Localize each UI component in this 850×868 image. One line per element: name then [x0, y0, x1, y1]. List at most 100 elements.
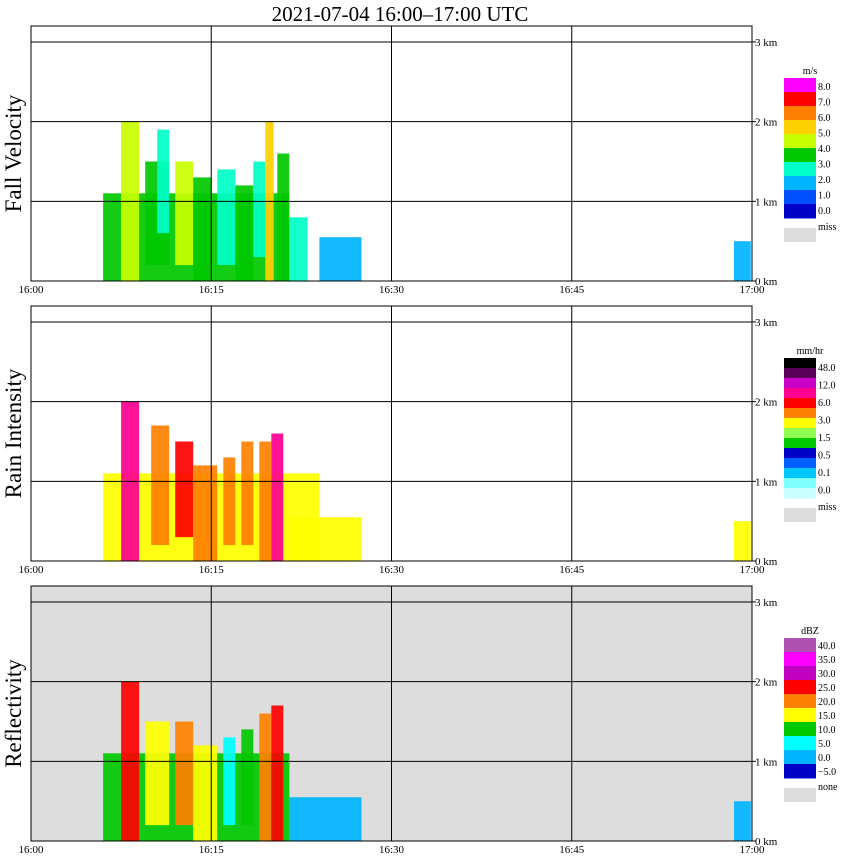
- x-tick-label: 16:00: [18, 284, 44, 296]
- colorbar-label: 0.0: [818, 206, 831, 217]
- colorbar-missing-label: miss: [818, 502, 836, 513]
- echo-cell: [145, 721, 170, 826]
- echo-cell: [193, 465, 218, 561]
- echo-cell: [253, 161, 266, 258]
- echo-cell: [734, 241, 751, 281]
- colorbar-swatch: [784, 764, 816, 779]
- y-tick-label: 0 km: [755, 276, 778, 288]
- colorbar-swatch: [784, 106, 816, 121]
- colorbar-swatch: [784, 92, 816, 107]
- colorbar: dBZ 40.0 35.0 30.0 25.0 20.0 15.0 10.0 5.0 0.0 −5.…: [784, 626, 838, 802]
- colorbar-swatch: [784, 418, 816, 429]
- echo-cell: [259, 441, 272, 561]
- colorbar-label: 6.0: [818, 398, 831, 409]
- echo-cell: [289, 517, 362, 561]
- colorbar-swatch: [784, 478, 816, 489]
- colorbar-swatch: [784, 708, 816, 723]
- colorbar-swatch: [784, 378, 816, 389]
- y-tick-label: 1 km: [755, 756, 778, 768]
- echo-cell: [223, 457, 236, 546]
- colorbar-swatch: [784, 368, 816, 379]
- y-tick-label: 1 km: [755, 196, 778, 208]
- colorbar-swatch: [784, 120, 816, 135]
- x-tick-label: 16:15: [199, 844, 225, 856]
- colorbar-label: 6.0: [818, 113, 831, 124]
- colorbar-label: −5.0: [818, 767, 836, 778]
- echo-cell: [271, 705, 284, 841]
- colorbar-label: 35.0: [818, 655, 836, 666]
- y-tick-label: 3 km: [755, 597, 778, 609]
- y-tick-label: 2 km: [755, 397, 778, 409]
- figure-title: 2021-07-04 16:00–17:00 UTC: [272, 2, 529, 26]
- colorbar-label: 4.0: [818, 144, 831, 155]
- colorbar-label: 0.5: [818, 450, 831, 461]
- colorbar-swatch: [784, 750, 816, 765]
- echo-cell: [289, 797, 362, 841]
- colorbar-missing-label: none: [818, 782, 838, 793]
- colorbar-label: 0.0: [818, 753, 831, 764]
- echo-cell: [223, 737, 236, 826]
- echo-cell: [241, 441, 254, 546]
- colorbar-missing-label: miss: [818, 222, 836, 233]
- gridlines: [31, 586, 752, 841]
- colorbar-missing-swatch: [784, 508, 816, 522]
- x-tick-label: 16:45: [559, 844, 585, 856]
- colorbar-label: 2.0: [818, 175, 831, 186]
- panel-1: 16:00 16:15 16:30 16:45 17:000 km 1 km 2 km 3 k…: [1, 25, 836, 296]
- echo-cell: [175, 441, 194, 538]
- gridlines: [31, 26, 752, 281]
- echo-cell: [217, 169, 236, 265]
- echo-cells: [103, 121, 751, 282]
- colorbar-swatch: [784, 722, 816, 737]
- plot-frame: [30, 585, 753, 842]
- x-tick-label: 17:00: [739, 284, 765, 296]
- colorbar-label: 10.0: [818, 725, 836, 736]
- colorbar-swatch: [784, 428, 816, 439]
- colorbar-label: 1.0: [818, 191, 831, 202]
- colorbar-swatch: [784, 176, 816, 191]
- x-tick-label: 16:45: [559, 284, 585, 296]
- colorbar-swatch: [784, 438, 816, 449]
- echo-cell: [319, 237, 362, 281]
- x-tick-label: 16:45: [559, 564, 585, 576]
- colorbar-swatch: [784, 162, 816, 177]
- colorbar-swatch: [784, 448, 816, 459]
- y-tick-label: 2 km: [755, 117, 778, 129]
- colorbar-label: 40.0: [818, 641, 836, 652]
- colorbar-label: 7.0: [818, 97, 831, 108]
- colorbar-missing-swatch: [784, 228, 816, 242]
- x-tick-label: 16:30: [379, 284, 405, 296]
- x-tick-label: 16:15: [199, 564, 225, 576]
- colorbar-swatch: [784, 458, 816, 469]
- echo-cell: [175, 721, 194, 826]
- y-axis-label: Reflectivity: [1, 659, 26, 768]
- plot-frame: [30, 305, 753, 562]
- colorbar: m/s8.0 7.0 6.0 5.0 4.0 3.0 2.0 1.0 0.0 miss: [784, 66, 836, 242]
- y-axis-label: Rain Intensity: [1, 368, 26, 498]
- echo-cell: [277, 153, 290, 281]
- gridlines: [31, 306, 752, 561]
- colorbar-label: 25.0: [818, 683, 836, 694]
- colorbar-label: 1.5: [818, 433, 831, 444]
- echo-cell: [193, 745, 218, 841]
- colorbar-swatch: [784, 148, 816, 163]
- colorbar-missing-swatch: [784, 788, 816, 802]
- colorbar-label: 5.0: [818, 128, 831, 139]
- echo-cell: [175, 161, 194, 266]
- colorbar: mm/hr 48.0 12.0 6.0 3.0 1.5 0.5 0.1 0.0 miss: [784, 346, 836, 522]
- colorbar-swatch: [784, 358, 816, 369]
- colorbar-swatch: [784, 694, 816, 709]
- colorbar-swatch: [784, 638, 816, 653]
- x-tick-label: 17:00: [739, 564, 765, 576]
- colorbar-label: 30.0: [818, 669, 836, 680]
- colorbar-label: 5.0: [818, 739, 831, 750]
- colorbar-label: 48.0: [818, 363, 836, 374]
- x-tick-label: 17:00: [739, 844, 765, 856]
- colorbar-swatch: [784, 190, 816, 205]
- x-tick-label: 16:00: [18, 844, 44, 856]
- x-tick-label: 16:00: [18, 564, 44, 576]
- echo-cell: [151, 425, 170, 545]
- colorbar-swatch: [784, 468, 816, 479]
- echo-cell: [734, 521, 751, 561]
